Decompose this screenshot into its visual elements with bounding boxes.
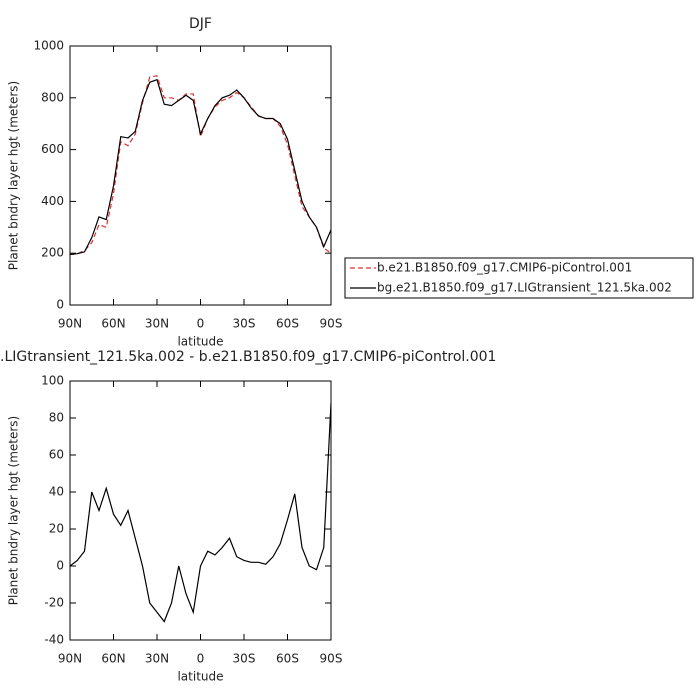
x-tick-label: 0: [197, 652, 205, 666]
y-tick-label: 100: [41, 374, 64, 388]
y-tick-label: 0: [56, 559, 64, 573]
plot-frame: [69, 380, 332, 641]
data-line: [69, 403, 332, 623]
x-tick-label: 90N: [58, 652, 82, 666]
x-tick-label: 90N: [58, 317, 82, 331]
x-tick-label: 30S: [233, 652, 256, 666]
y-tick-label: 0: [56, 298, 64, 312]
x-tick-label: 0: [197, 317, 205, 331]
legend-label: b.e21.B1850.f09_g17.CMIP6-piControl.001: [377, 261, 632, 275]
x-tick-label: 30S: [233, 317, 256, 331]
y-tick-label: 80: [49, 411, 64, 425]
x-tick-label: 30N: [145, 317, 169, 331]
y-tick-label: 40: [49, 485, 64, 499]
y-tick-label: -40: [44, 633, 64, 647]
y-tick-label: 600: [41, 142, 64, 156]
x-tick-label: 60N: [101, 652, 125, 666]
data-line: [69, 78, 332, 256]
legend-box: [344, 257, 694, 299]
y-tick-label: 60: [49, 448, 64, 462]
x-tick-label: 60S: [276, 652, 299, 666]
y-tick-label: 800: [41, 90, 64, 104]
x-axis-label: latitude: [177, 670, 223, 684]
x-tick-label: 60S: [276, 317, 299, 331]
x-axis-label: latitude: [177, 335, 223, 349]
plot-frame: [69, 45, 332, 306]
y-tick-label: -20: [44, 596, 64, 610]
chart-title: DJF: [189, 16, 212, 32]
y-axis-label: Planet bndry layer hgt (meters): [7, 416, 21, 606]
x-tick-label: 90S: [320, 652, 343, 666]
legend-label: bg.e21.B1850.f09_g17.LIGtransient_121.5k…: [377, 281, 672, 295]
y-tick-label: 400: [41, 194, 64, 208]
chart-title: .LIGtransient_121.5ka.002 - b.e21.B1850.…: [0, 349, 496, 365]
y-tick-label: 20: [49, 522, 64, 536]
x-tick-label: 90S: [320, 317, 343, 331]
x-tick-label: 60N: [101, 317, 125, 331]
x-tick-label: 30N: [145, 652, 169, 666]
data-line: [69, 75, 332, 256]
y-tick-label: 1000: [33, 39, 64, 53]
y-tick-label: 200: [41, 246, 64, 260]
y-axis-label: Planet bndry layer hgt (meters): [7, 81, 21, 271]
